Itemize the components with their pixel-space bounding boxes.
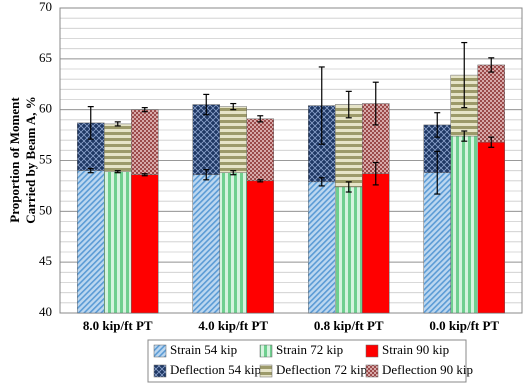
error-bar [141, 107, 148, 113]
error-bar [488, 136, 495, 148]
legend-label: Strain 72 kip [276, 342, 343, 357]
legend-swatch [365, 344, 379, 358]
legend-box [147, 339, 467, 383]
error-bar [488, 57, 495, 73]
error-bar [87, 168, 94, 174]
error-bar [318, 66, 325, 145]
bar [131, 174, 159, 314]
error-bar [87, 106, 94, 140]
bar [450, 135, 478, 314]
error-bar [345, 90, 352, 119]
bar [104, 171, 132, 314]
bar [77, 170, 105, 314]
error-bar [461, 130, 468, 142]
y-tick-label: 45 [39, 253, 52, 268]
error-bar [114, 170, 121, 174]
y-tick-label: 70 [39, 0, 52, 14]
error-bar [230, 170, 237, 176]
error-bar [434, 112, 441, 138]
x-tick-label: 4.0 kip/ft PT [198, 318, 268, 333]
bar [308, 181, 336, 314]
error-bar [318, 177, 325, 187]
legend-label: Deflection 54 kip [170, 362, 261, 377]
y-tick-label: 50 [39, 202, 52, 217]
error-bar [257, 115, 264, 123]
y-axis-title: Proportion of Moment [7, 97, 22, 223]
y-tick-label: 60 [39, 101, 52, 116]
error-bar [230, 102, 237, 111]
error-bar [203, 93, 210, 116]
error-bar [372, 161, 379, 186]
x-tick-label: 8.0 kip/ft PT [83, 318, 153, 333]
bar [246, 180, 274, 314]
error-bar [141, 173, 148, 177]
y-tick-label: 40 [39, 304, 52, 319]
error-bar [345, 181, 352, 193]
y-tick-label: 55 [39, 151, 52, 166]
x-tick-label: 0.8 kip/ft PT [314, 318, 384, 333]
error-bar [434, 150, 441, 195]
error-bar [257, 179, 264, 183]
bar [362, 173, 390, 314]
legend-label: Deflection 72 kip [276, 362, 367, 377]
y-axis-title: Carried by Beam A, % [23, 96, 38, 223]
error-bar [372, 81, 379, 126]
bar [219, 172, 247, 314]
error-bar [461, 41, 468, 109]
bar [192, 174, 220, 314]
error-bar [203, 169, 210, 181]
legend-label: Deflection 90 kip [382, 362, 473, 377]
x-tick-label: 0.0 kip/ft PT [429, 318, 499, 333]
legend-swatch [259, 344, 273, 358]
legend-swatch [153, 364, 167, 378]
error-bar [114, 121, 121, 127]
legend-swatch [153, 344, 167, 358]
legend-swatch [259, 364, 273, 378]
legend-label: Strain 54 kip [170, 342, 237, 357]
y-tick-label: 65 [39, 50, 52, 65]
legend-swatch [365, 364, 379, 378]
plot-frame [59, 7, 523, 314]
bar [477, 141, 505, 314]
bar [335, 186, 363, 314]
bar [423, 172, 451, 314]
legend-label: Strain 90 kip [382, 342, 449, 357]
